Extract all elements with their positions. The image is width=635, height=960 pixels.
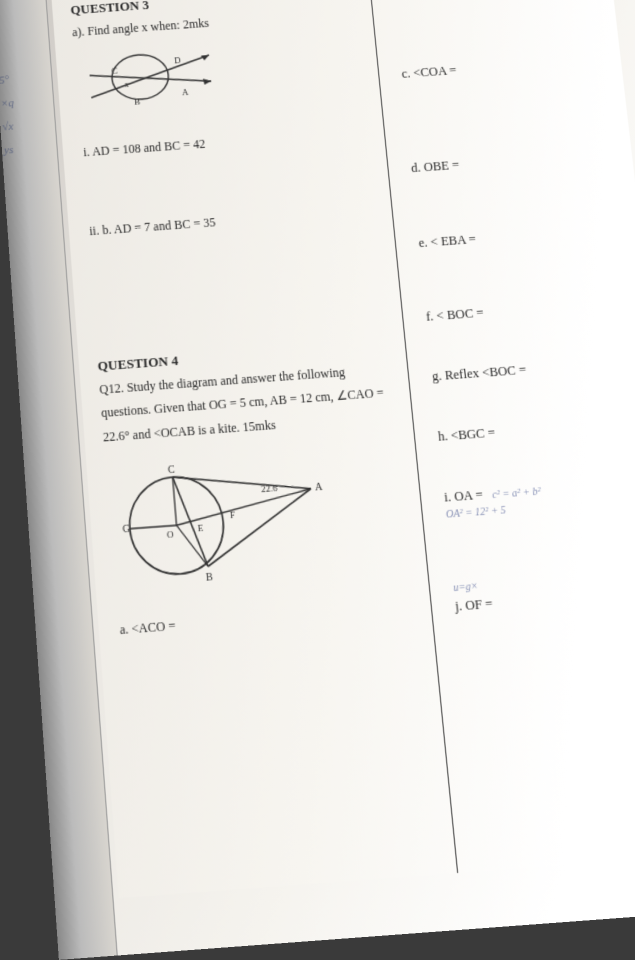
label-D: D — [174, 55, 182, 66]
svg-text:B: B — [205, 571, 213, 583]
q3-diagram: C D B A x — [79, 27, 366, 117]
handwriting-j: u=g× — [453, 567, 635, 594]
ans-j: u=g× j. OF = — [453, 567, 635, 615]
q4-part-a: a. <ACO = — [119, 600, 417, 638]
svg-text:F: F — [229, 509, 235, 520]
worksheet-page: QUESTION 3 a). Find angle x when: 2mks C… — [51, 0, 635, 898]
svg-text:G: G — [122, 523, 130, 535]
label-C: C — [111, 66, 118, 77]
q3-part-i: i. AD = 108 and BC = 42 — [83, 125, 371, 160]
label-A: A — [181, 87, 189, 98]
ans-h: h. <BGC = — [437, 414, 635, 445]
ans-i: i. OA = c² = a² + b²OA² = 12² + 5 — [443, 475, 635, 522]
q4-diagram: C A B G O E F 22.6 — [111, 439, 414, 600]
svg-text:O: O — [166, 529, 174, 540]
svg-text:C: C — [167, 464, 175, 476]
margin-scribbles: 5°×q√xys — [0, 66, 55, 163]
label-x: x — [124, 80, 129, 89]
svg-text:E: E — [197, 522, 204, 533]
ans-f: f. < BOC = — [425, 294, 635, 325]
ans-c: c. <COA = — [401, 52, 608, 81]
svg-text:22.6: 22.6 — [261, 482, 279, 494]
ans-d: d. OBE = — [410, 146, 618, 176]
svg-text:A: A — [314, 481, 323, 493]
ans-e: e. < EBA = — [418, 221, 627, 251]
ans-g: g. Reflex <BOC = — [431, 354, 635, 385]
label-B: B — [134, 96, 141, 107]
